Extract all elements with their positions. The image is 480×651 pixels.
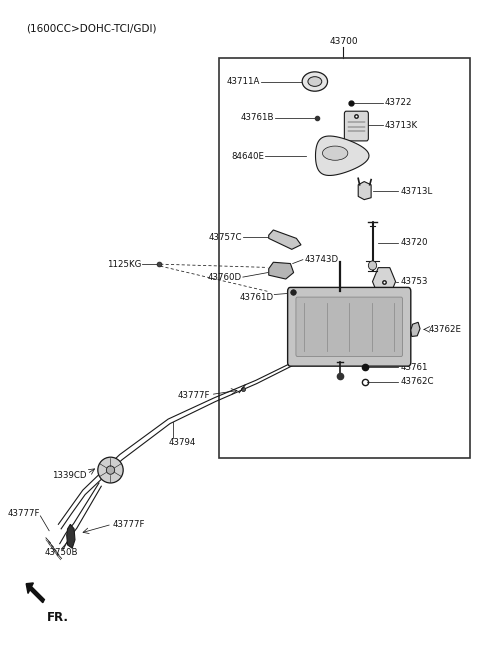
Text: 1339CD: 1339CD	[51, 471, 86, 480]
Text: 1125KG: 1125KG	[107, 260, 142, 269]
Text: 43761B: 43761B	[241, 113, 274, 122]
Text: 43743D: 43743D	[304, 255, 338, 264]
Polygon shape	[67, 524, 75, 548]
Text: 43761D: 43761D	[239, 293, 273, 302]
Text: 43762C: 43762C	[400, 377, 434, 386]
FancyArrow shape	[26, 583, 45, 603]
Polygon shape	[269, 230, 301, 249]
Text: 43722: 43722	[385, 98, 412, 107]
Text: 43720: 43720	[400, 238, 428, 247]
Ellipse shape	[368, 261, 377, 270]
Polygon shape	[315, 136, 369, 176]
Text: 43757C: 43757C	[208, 232, 242, 242]
FancyBboxPatch shape	[344, 111, 368, 141]
Text: 43762E: 43762E	[429, 325, 462, 334]
Text: 43760D: 43760D	[208, 273, 242, 282]
Polygon shape	[269, 262, 294, 279]
Text: (1600CC>DOHC-TCI/GDI): (1600CC>DOHC-TCI/GDI)	[26, 23, 156, 33]
Ellipse shape	[302, 72, 327, 91]
Bar	[219, 58, 470, 458]
Text: 43700: 43700	[329, 37, 358, 46]
Text: 43777F: 43777F	[177, 391, 210, 400]
Polygon shape	[411, 322, 420, 337]
Ellipse shape	[308, 77, 322, 87]
Text: 43777F: 43777F	[7, 510, 40, 518]
Text: 43711A: 43711A	[227, 77, 261, 86]
Text: 43713L: 43713L	[400, 187, 432, 196]
Ellipse shape	[107, 466, 115, 475]
FancyBboxPatch shape	[296, 297, 403, 357]
FancyBboxPatch shape	[288, 288, 411, 366]
Polygon shape	[358, 182, 371, 200]
Text: 43761: 43761	[400, 363, 428, 372]
Text: 84640E: 84640E	[231, 152, 264, 161]
Text: 43777F: 43777F	[113, 519, 145, 529]
Text: 43713K: 43713K	[385, 121, 418, 130]
Text: 43794: 43794	[168, 439, 195, 447]
Ellipse shape	[98, 457, 123, 483]
Text: FR.: FR.	[47, 611, 68, 624]
Text: 43753: 43753	[400, 277, 428, 286]
Text: 43750B: 43750B	[45, 548, 78, 557]
Ellipse shape	[323, 146, 348, 160]
